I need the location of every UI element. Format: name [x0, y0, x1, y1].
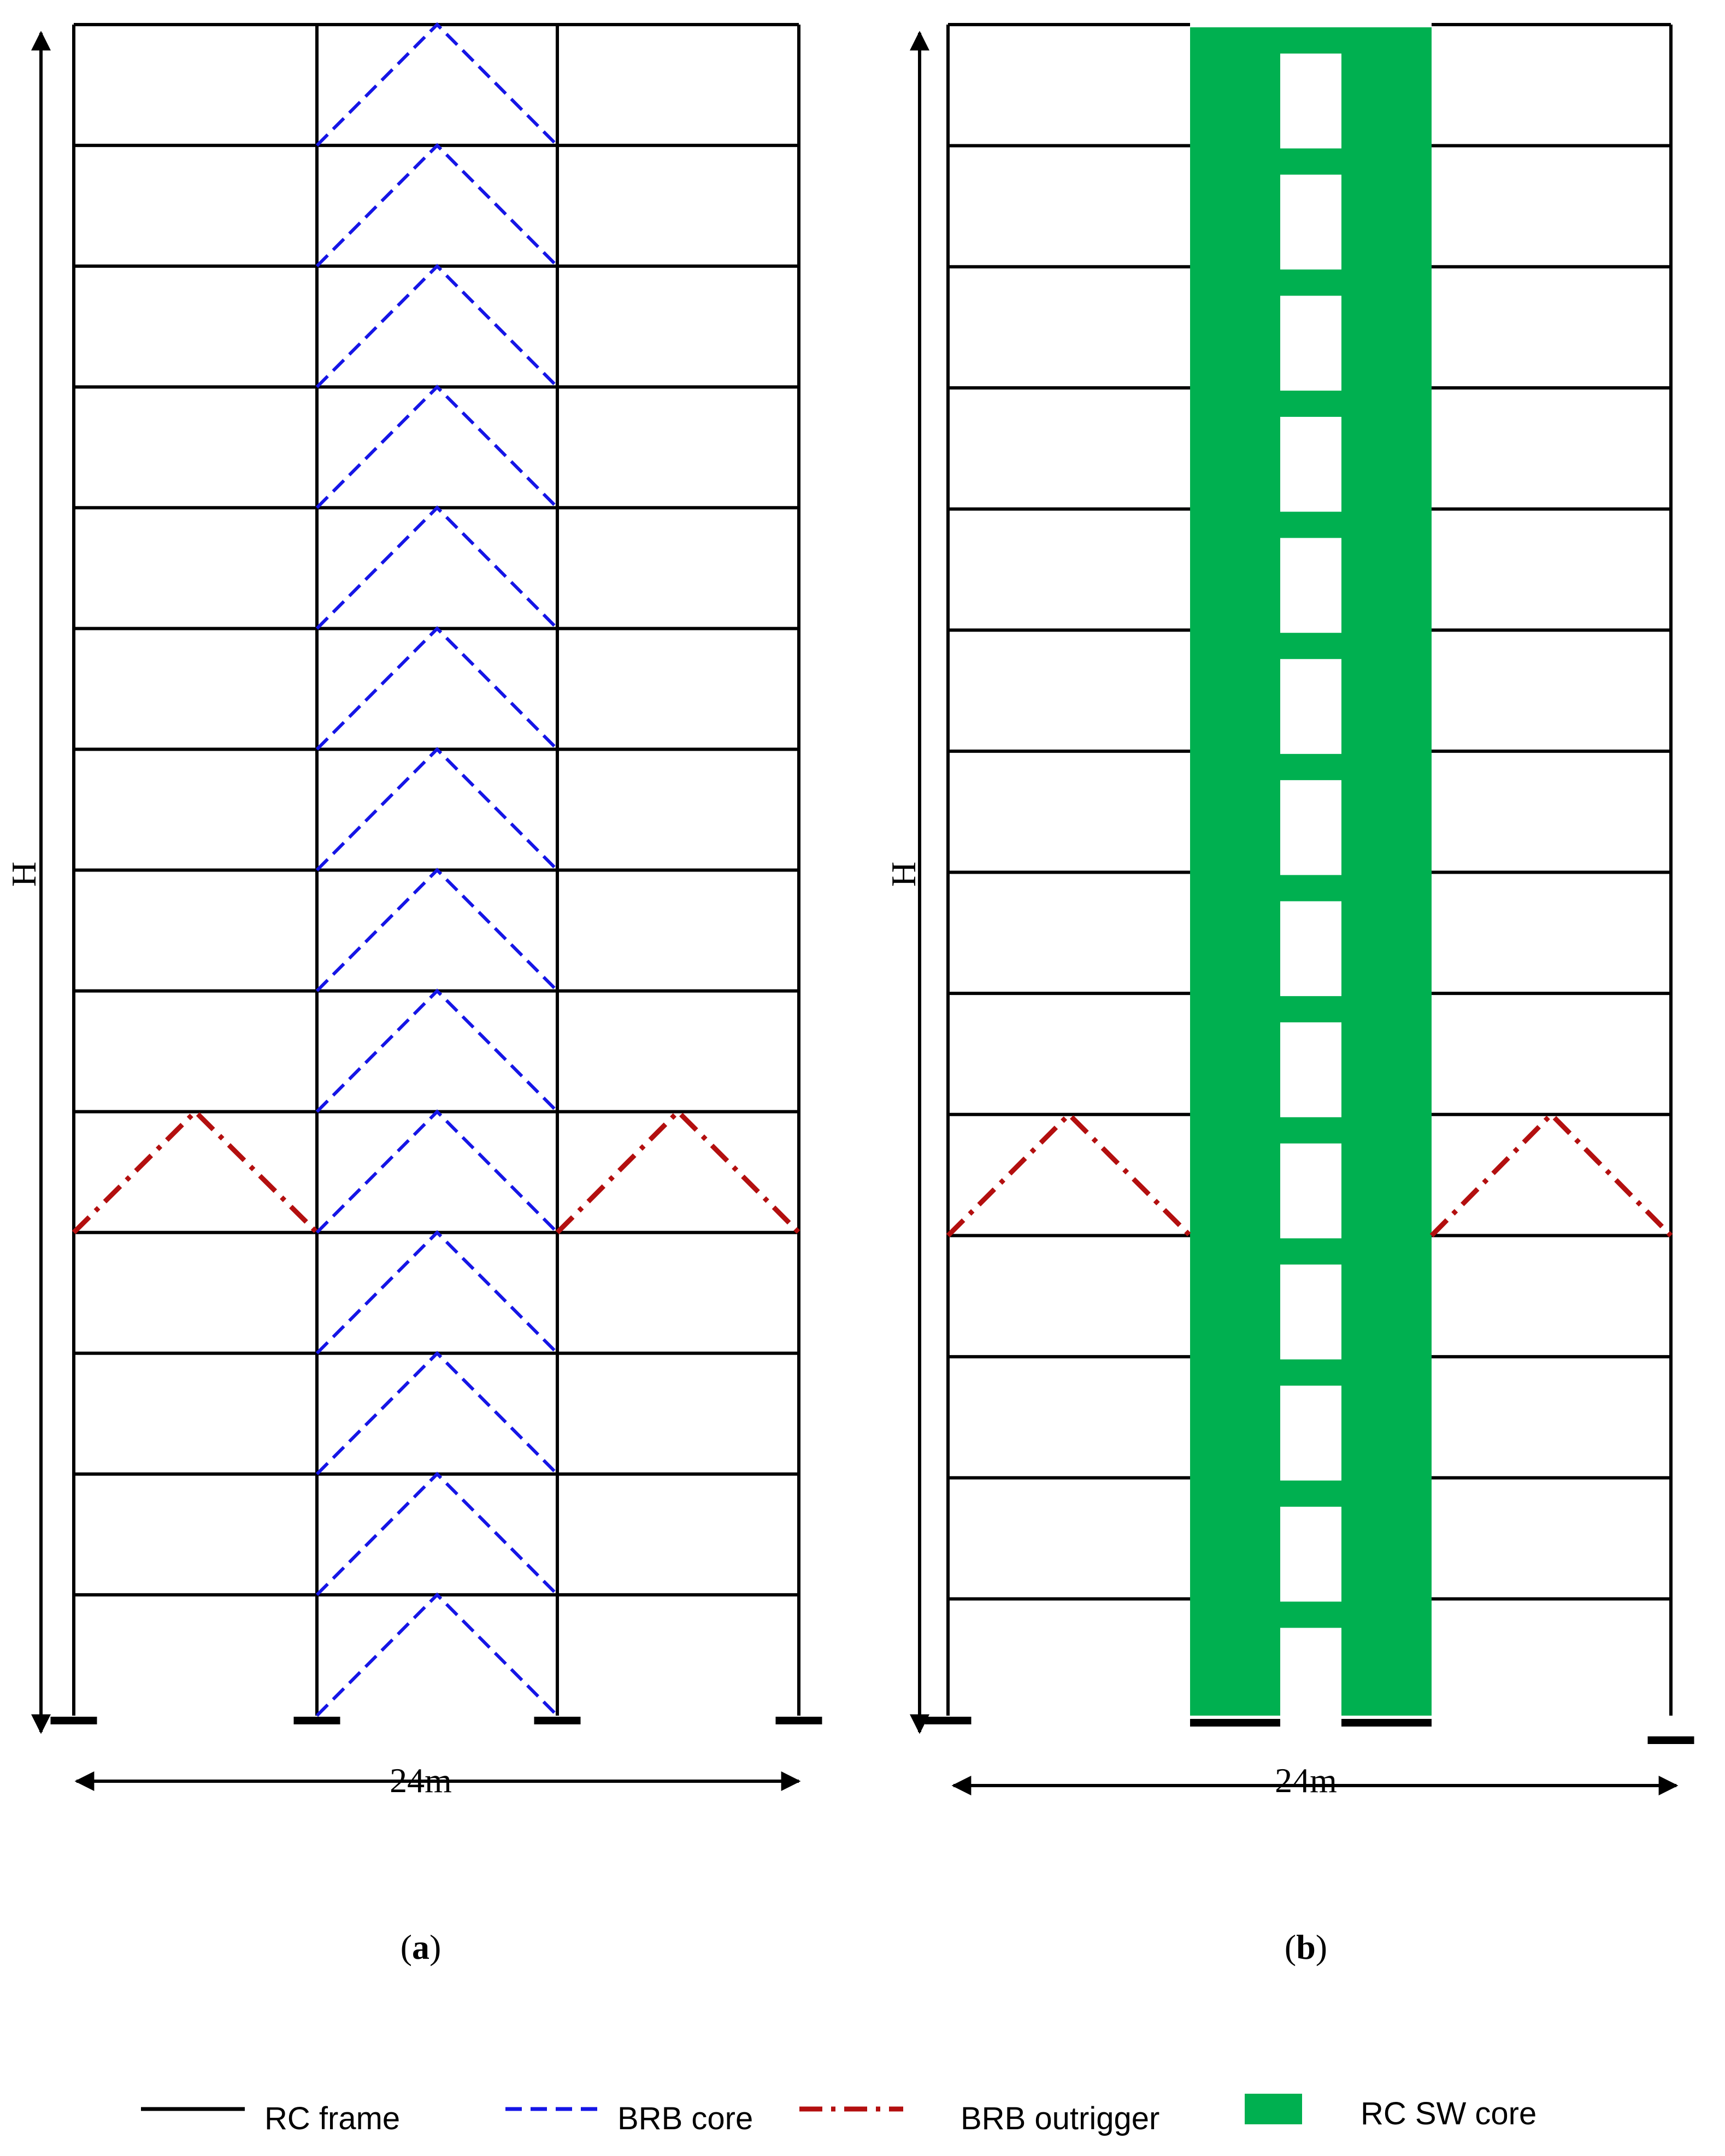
b-brb-outriggers: [946, 1111, 1673, 1238]
brb-outrigger: [555, 1108, 801, 1234]
base-support: [534, 1717, 581, 1724]
a-brb-core-braces: [315, 22, 559, 1717]
panel-b-sw-core-frame: H 24m (b): [884, 23, 1694, 1966]
brb-core-brace: [315, 747, 559, 871]
panel-a-brb-core-frame: H 24m (a): [4, 22, 822, 1966]
legend-brb-outrigger-label: BRB outrigger: [961, 2101, 1159, 2136]
b-panel-letter: b: [1296, 1928, 1316, 1966]
brb-outrigger: [946, 1111, 1192, 1238]
sw-core-coupling-beam: [1279, 148, 1343, 175]
sw-core-coupling-beam: [1279, 753, 1343, 780]
legend-rc-sw-core-label: RC SW core: [1361, 2096, 1536, 2131]
a-dimension-arrows: [31, 31, 801, 1791]
brb-outrigger: [72, 1108, 319, 1234]
a-panel-caption: (a): [401, 1928, 441, 1966]
base-support: [775, 1717, 822, 1724]
a-height-label: H: [4, 862, 43, 887]
brb-core-brace: [315, 1230, 559, 1354]
b-width-label: 24m: [1275, 1761, 1337, 1800]
b-rc-shear-wall-core: [1190, 27, 1432, 1716]
base-support: [1341, 1719, 1432, 1727]
brb-core-brace: [315, 988, 559, 1113]
legend: RC frame BRB core BRB outrigger RC SW co…: [141, 2094, 1536, 2136]
base-support: [925, 1717, 972, 1724]
b-dimension-arrows: [910, 31, 1679, 1795]
base-support: [1647, 1736, 1694, 1744]
sw-core-coupling-beam: [1279, 875, 1343, 902]
base-support: [293, 1717, 340, 1724]
sw-core-coupling-beam: [1279, 390, 1343, 417]
b-panel-caption: (b): [1285, 1928, 1327, 1966]
brb-core-brace: [315, 143, 559, 268]
brb-core-brace: [315, 1109, 559, 1234]
brb-core-brace: [315, 505, 559, 630]
brb-core-brace: [315, 1592, 559, 1717]
sw-core-coupling-beam: [1279, 996, 1343, 1023]
legend-rc-sw-core-swatch: [1245, 2094, 1302, 2124]
a-base-supports: [50, 1717, 822, 1724]
base-support: [50, 1717, 97, 1724]
a-panel-letter: a: [412, 1928, 429, 1966]
b-height-label: H: [884, 862, 923, 887]
b-columns: [946, 25, 1673, 1716]
b-floor-beams: [948, 23, 1671, 1601]
sw-core-right-wall: [1341, 27, 1432, 1716]
legend-rc-frame-label: RC frame: [264, 2101, 400, 2136]
a-floor-beams: [74, 23, 799, 1597]
a-brb-outriggers: [72, 1108, 801, 1234]
b-base-supports: [925, 1717, 1694, 1744]
brb-core-brace: [315, 22, 559, 147]
sw-core-left-wall: [1190, 27, 1280, 1716]
sw-core-coupling-beam: [1279, 1359, 1343, 1386]
brb-core-brace: [315, 868, 559, 992]
sw-core-coupling-beam: [1279, 511, 1343, 538]
a-width-label: 24m: [390, 1761, 452, 1800]
sw-core-coupling-beam: [1279, 1117, 1343, 1144]
brb-core-brace: [315, 1351, 559, 1475]
legend-brb-core-label: BRB core: [617, 2101, 753, 2136]
brb-core-brace: [315, 626, 559, 751]
sw-core-coupling-beam: [1279, 633, 1343, 659]
brb-core-brace: [315, 1471, 559, 1597]
sw-core-coupling-beam: [1279, 1238, 1343, 1265]
base-support: [1190, 1719, 1280, 1727]
brb-core-brace: [315, 263, 559, 388]
sw-core-coupling-beam: [1279, 1601, 1343, 1628]
sw-core-coupling-beam: [1279, 269, 1343, 296]
sw-core-coupling-beam: [1279, 27, 1343, 54]
brb-outrigger: [1429, 1111, 1673, 1238]
brb-core-brace: [315, 384, 559, 509]
sw-core-coupling-beam: [1279, 1480, 1343, 1507]
